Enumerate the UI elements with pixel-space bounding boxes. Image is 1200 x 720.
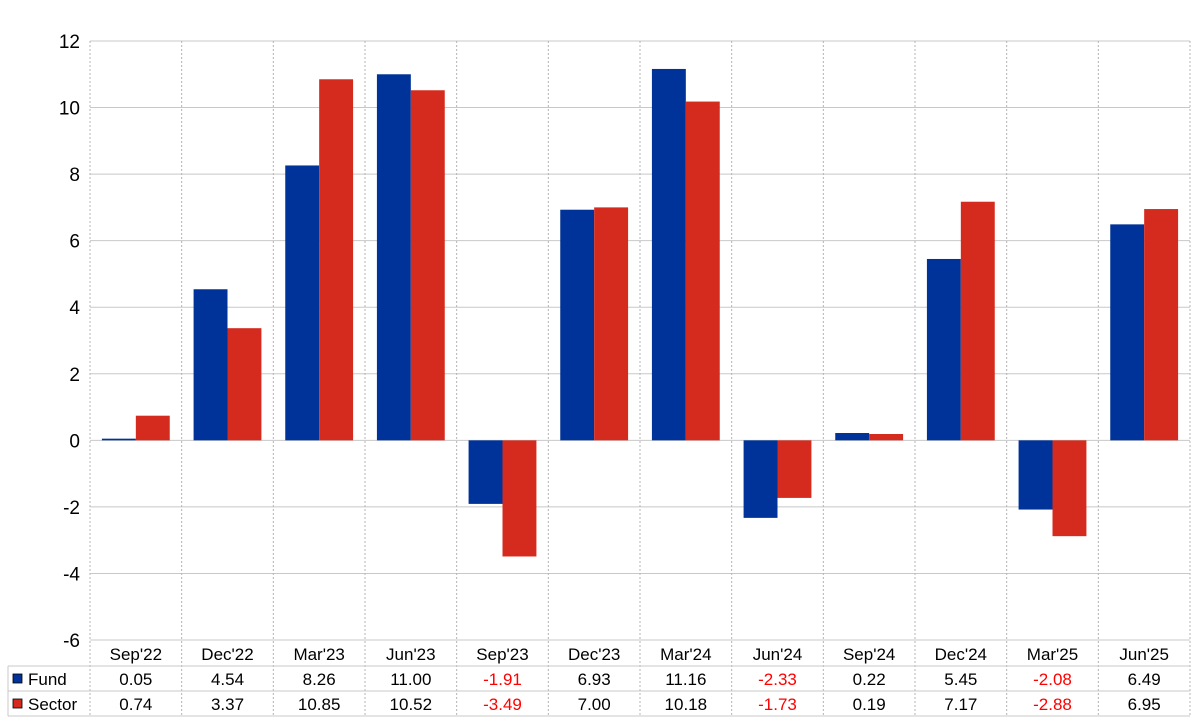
y-tick-label: 10 <box>59 99 80 120</box>
bars <box>101 68 1179 557</box>
bar-fund <box>835 433 870 441</box>
x-category-label: Sep'22 <box>110 645 162 664</box>
bar-sector <box>410 90 445 441</box>
table-cell: 10.85 <box>298 695 341 714</box>
data-table: Sep'22 Dec'22 Mar'23 Jun'23 Sep'23 Dec'23 Mar'… <box>7 645 1190 717</box>
legend-swatch-fund <box>12 673 23 684</box>
x-category-label: Jun'24 <box>753 645 803 664</box>
table-cell: 3.37 <box>211 695 244 714</box>
bar-sector <box>1052 440 1087 537</box>
bar-sector <box>135 415 170 441</box>
table-cell: 6.49 <box>1128 670 1161 689</box>
bar-fund <box>560 209 595 441</box>
table-cell: 10.52 <box>390 695 433 714</box>
x-category-label: Mar'24 <box>660 645 711 664</box>
bar-fund <box>376 74 411 441</box>
y-tick-label: 8 <box>69 165 80 186</box>
bar-fund <box>1110 224 1145 441</box>
bar-sector <box>319 79 354 441</box>
x-category-label: Jun'25 <box>1119 645 1169 664</box>
bar-sector <box>869 434 904 441</box>
table-cell: -2.08 <box>1033 670 1072 689</box>
bar-sector <box>777 440 812 498</box>
table-cell: 0.74 <box>119 695 152 714</box>
table-cell: -3.49 <box>483 695 522 714</box>
table-cell: -2.88 <box>1033 695 1072 714</box>
table-cell: 0.22 <box>853 670 886 689</box>
bar-sector <box>502 440 537 557</box>
bar-sector <box>227 328 262 441</box>
table-cell: 10.18 <box>665 695 708 714</box>
grid-lines <box>89 40 1191 716</box>
legend-label-sector: Sector <box>28 695 77 714</box>
table-cell: 6.95 <box>1128 695 1161 714</box>
bar-fund <box>101 438 136 441</box>
y-tick-label: -2 <box>63 498 80 519</box>
x-category-label: Sep'23 <box>476 645 528 664</box>
y-tick-label: 2 <box>69 365 80 386</box>
bar-fund <box>926 258 961 441</box>
table-cell: 0.19 <box>853 695 886 714</box>
bar-sector <box>960 201 995 441</box>
table-cell: 6.93 <box>578 670 611 689</box>
x-category-label: Mar'23 <box>293 645 344 664</box>
x-category-label: Mar'25 <box>1027 645 1078 664</box>
y-tick-label: -4 <box>63 564 80 585</box>
bar-sector <box>1144 209 1179 441</box>
legend-label-fund: Fund <box>28 670 67 689</box>
x-category-label: Jun'23 <box>386 645 436 664</box>
table-cell: 4.54 <box>211 670 244 689</box>
table-cell: -1.73 <box>758 695 797 714</box>
y-tick-label: 6 <box>69 232 80 253</box>
y-tick-label: 12 <box>59 32 80 53</box>
bar-fund <box>651 68 686 441</box>
x-category-label: Dec'24 <box>935 645 987 664</box>
bar-fund <box>743 440 778 518</box>
table-cell: -1.91 <box>483 670 522 689</box>
table-cell: -2.33 <box>758 670 797 689</box>
legend-swatch-sector <box>12 698 23 709</box>
table-cell: 8.26 <box>303 670 336 689</box>
y-tick-label: 0 <box>69 431 80 452</box>
bar-fund <box>193 289 228 441</box>
bar-sector <box>685 101 720 441</box>
table-cell: 0.05 <box>119 670 152 689</box>
x-category-label: Dec'22 <box>201 645 253 664</box>
y-tick-label: -6 <box>63 631 80 652</box>
y-axis: -6 -4 -2 0 2 4 6 8 10 12 <box>59 32 81 652</box>
table-cell: 11.16 <box>665 670 706 689</box>
table-cell: 5.45 <box>944 670 977 689</box>
x-category-label: Dec'23 <box>568 645 620 664</box>
table-cell: 7.17 <box>944 695 977 714</box>
y-tick-label: 4 <box>69 298 80 319</box>
bar-fund <box>468 440 503 504</box>
bar-fund <box>1018 440 1053 510</box>
x-category-label: Sep'24 <box>843 645 895 664</box>
table-cell: 11.00 <box>390 670 431 689</box>
table-cell: 7.00 <box>578 695 611 714</box>
bar-sector <box>594 207 629 441</box>
bar-fund <box>285 165 320 441</box>
